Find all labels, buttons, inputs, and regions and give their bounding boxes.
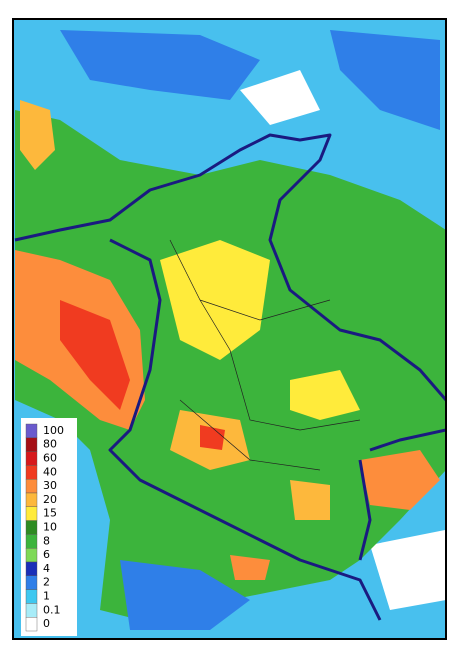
legend-swatch xyxy=(25,465,38,480)
legend-label: 10 xyxy=(43,521,57,534)
legend-label: 0.1 xyxy=(43,603,61,616)
legend-label: 2 xyxy=(43,576,50,589)
legend-swatch xyxy=(25,492,38,508)
legend-swatch xyxy=(25,437,38,452)
boundary-line xyxy=(358,428,446,561)
legend-label: 20 xyxy=(43,493,57,506)
orange-area xyxy=(360,450,440,510)
legend-label: 4 xyxy=(43,562,50,575)
legend-swatch xyxy=(25,575,38,590)
legend-swatch xyxy=(25,548,38,563)
white-patch xyxy=(370,530,446,610)
legend-swatch xyxy=(25,561,38,577)
boundary-line xyxy=(108,238,382,621)
legend-label: 40 xyxy=(43,465,57,478)
legend-swatch xyxy=(25,451,38,466)
land-green xyxy=(15,110,446,620)
legend-label: 80 xyxy=(43,438,57,451)
white-patch xyxy=(240,70,320,125)
legend-label: 6 xyxy=(43,548,50,561)
blue-patch xyxy=(330,30,440,130)
legend-swatch xyxy=(25,534,38,549)
red-area xyxy=(200,425,225,450)
legend-label: 0 xyxy=(43,617,50,630)
legend-label: 100 xyxy=(43,424,64,437)
legend-swatch xyxy=(25,589,38,604)
boundary-line xyxy=(14,133,446,401)
legend-swatch xyxy=(25,479,38,494)
yellow-area xyxy=(290,370,360,420)
legend-swatch xyxy=(25,603,38,618)
legend-label: 15 xyxy=(43,507,57,520)
yellow-area xyxy=(160,240,270,360)
legend-label: 1 xyxy=(43,590,50,603)
orange-area xyxy=(230,555,270,580)
legend-swatch xyxy=(25,520,38,535)
orange-area xyxy=(20,100,55,170)
inner-boundary xyxy=(169,239,361,471)
blue-patch xyxy=(120,560,250,630)
legend-label: 30 xyxy=(43,479,57,492)
precip-field xyxy=(13,19,446,639)
legend-swatch xyxy=(25,423,38,439)
red-area xyxy=(60,300,130,410)
legend-swatch xyxy=(25,617,38,632)
legend-label: 60 xyxy=(43,452,57,465)
frame xyxy=(12,18,447,640)
blue-patch xyxy=(60,30,260,100)
legend-label: 8 xyxy=(43,534,50,547)
orange-area xyxy=(290,480,330,520)
legend-swatch xyxy=(25,506,38,521)
